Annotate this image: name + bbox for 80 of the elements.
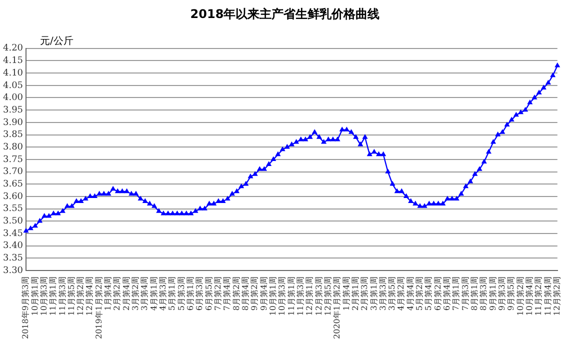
x-tick-label: 12月第4周	[85, 276, 94, 316]
x-tick-label: 2018年9月第3周	[21, 276, 30, 340]
y-tick-label: 3.85	[2, 130, 24, 140]
y-tick-label: 4.05	[2, 80, 24, 91]
x-tick-label: 7月第1周	[452, 276, 461, 311]
x-tick-label: 2019年1月第2周	[94, 276, 104, 340]
x-tick-label: 9月第5周	[506, 276, 516, 311]
y-tick-label: 4.20	[2, 44, 24, 54]
x-tick-label: 10月第3周	[39, 276, 48, 316]
x-tick-label: 11月第1周	[48, 276, 58, 316]
y-tick-label: 3.70	[2, 167, 24, 178]
x-tick-label: 7月第3周	[460, 276, 470, 311]
x-tick-label: 11月第3周	[58, 276, 67, 316]
x-tick-label: 6月第3周	[195, 276, 204, 311]
x-tick-label: 10月第1周	[30, 276, 40, 316]
x-tick-label: 2月第3周	[360, 276, 370, 311]
x-tick-label: 9月第3周	[498, 276, 507, 311]
chart-title: 2018年以来主产省生鲜乳价格曲线	[189, 6, 381, 23]
x-tick-label: 5月第3周	[176, 276, 186, 311]
x-tick-label: 6月第5周	[204, 276, 214, 311]
x-tick-label: 5月第4周	[424, 276, 434, 311]
x-tick-label: 4月第3周	[158, 276, 168, 311]
y-tick-label: 3.95	[2, 105, 24, 116]
x-tick-label: 4月第1周	[149, 276, 158, 311]
x-tick-label: 3月第5周	[388, 276, 397, 311]
x-tick-label: 6月第4周	[442, 276, 452, 311]
x-tick-label: 6月第1周	[186, 276, 196, 311]
x-tick-label: 11月第5周	[66, 276, 76, 316]
x-tick-label: 3月第2周	[131, 276, 140, 311]
x-tick-label: 2020年1月第2周	[332, 276, 342, 340]
y-axis-title: 元/公斤	[40, 34, 74, 48]
y-tick-label: 3.50	[2, 216, 24, 226]
x-tick-label: 11月第4周	[543, 276, 552, 316]
x-tick-label: 12月第2周	[552, 276, 562, 316]
y-tick-label: 3.75	[2, 154, 24, 165]
x-tick-label: 9月第4周	[259, 276, 268, 311]
y-tick-label: 4.10	[2, 68, 24, 78]
x-tick-label: 3月第3周	[378, 276, 388, 311]
x-tick-label: 7月第2周	[214, 276, 223, 311]
x-tick-label: 5月第1周	[168, 276, 177, 311]
x-tick-label: 12月第2周	[76, 276, 86, 316]
x-tick-label: 10月第3周	[278, 276, 287, 316]
x-tick-label: 8月第1周	[470, 276, 480, 311]
y-tick-label: 3.65	[2, 179, 24, 190]
x-tick-label: 3月第4周	[140, 276, 150, 311]
x-tick-label: 3月第1周	[369, 276, 378, 311]
y-tick-label: 3.90	[2, 118, 24, 128]
x-tick-label: 11月第1周	[286, 276, 296, 316]
x-tick-label: 1月第4周	[104, 276, 113, 311]
x-tick-label: 12月第1周	[305, 276, 314, 316]
x-tick-label: 8月第3周	[479, 276, 488, 311]
x-tick-label: 10月第4周	[524, 276, 534, 316]
y-tick-label: 4.15	[2, 56, 24, 66]
x-tick-label: 1月第4周	[342, 276, 351, 311]
y-tick-label: 3.45	[2, 228, 24, 239]
y-tick-label: 4.00	[2, 93, 24, 104]
x-tick-label: 7月第4周	[222, 276, 232, 311]
x-tick-label: 10月第2周	[516, 276, 525, 316]
x-tick-label: 6月第2周	[433, 276, 442, 311]
x-tick-label: 2月第2周	[112, 276, 122, 311]
x-tick-label: 2月第1周	[350, 276, 360, 311]
x-tick-label: 10月第1周	[268, 276, 278, 316]
x-tick-label: 4月第2周	[396, 276, 406, 311]
y-tick-label: 3.35	[2, 253, 24, 264]
x-tick-label: 9月第1周	[488, 276, 498, 311]
x-tick-label: 8月第4周	[240, 276, 250, 311]
x-tick-label: 12月第5周	[323, 276, 332, 316]
y-tick-label: 3.30	[2, 266, 24, 276]
x-tick-label: 11月第3周	[296, 276, 305, 316]
x-tick-label: 5月第2周	[415, 276, 424, 311]
x-tick-label: 9月第2周	[250, 276, 260, 311]
y-tick-label: 3.60	[2, 192, 24, 202]
y-tick-label: 3.40	[2, 241, 24, 252]
x-tick-label: 4月第4周	[406, 276, 415, 311]
y-tick-label: 3.80	[2, 142, 24, 152]
x-tick-label: 2月第4周	[122, 276, 131, 311]
x-tick-label: 12月第3周	[314, 276, 324, 316]
y-tick-label: 3.55	[2, 204, 24, 214]
x-tick-label: 8月第2周	[232, 276, 241, 311]
x-tick-label: 11月第2周	[534, 276, 544, 316]
